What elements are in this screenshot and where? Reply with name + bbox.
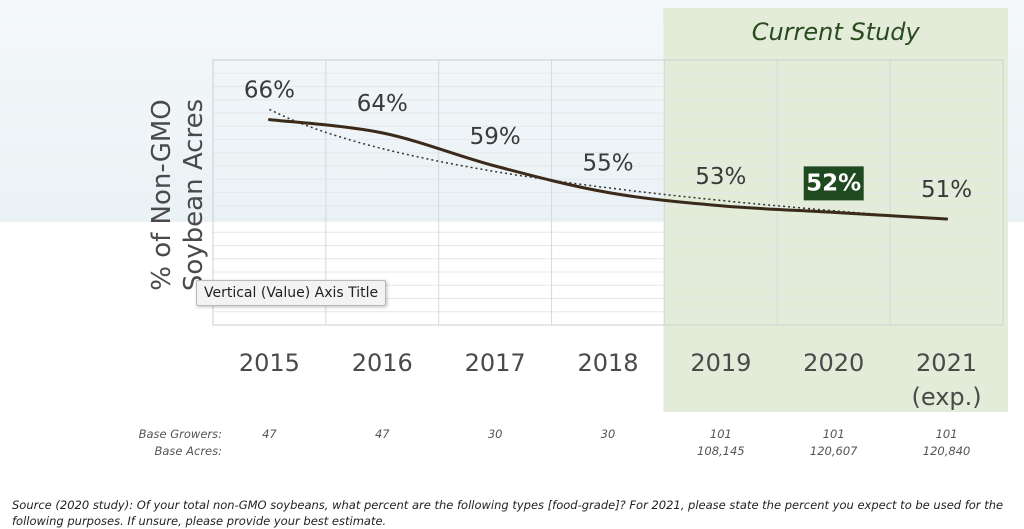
x-tick-label: 2017 xyxy=(465,349,526,377)
x-tick-label: 2016 xyxy=(352,349,413,377)
y-axis-title-line1: % of Non-GMO xyxy=(147,99,177,291)
data-label: 59% xyxy=(470,124,521,150)
base-rows: Base Growers: 47 47 30 30 101 101 101 Base Acres… xyxy=(139,427,971,458)
trend-line xyxy=(269,108,947,221)
base-row-value: 47 xyxy=(262,427,277,441)
x-tick-label: 2018 xyxy=(577,349,638,377)
base-row-value: 120,840 xyxy=(923,444,971,458)
x-axis-tick-labels: 2015 2016 2017 2018 2019 2020 2021 (exp.) xyxy=(239,349,982,411)
base-row-value: 101 xyxy=(936,427,958,441)
x-tick-label: 2021 xyxy=(916,349,977,377)
base-row-value: 101 xyxy=(823,427,845,441)
base-row-label: Base Acres: xyxy=(154,444,222,458)
data-labels: 66% 64% 59% 55% 53% 52% 51% xyxy=(244,78,972,203)
data-label: 64% xyxy=(357,91,408,117)
data-label: 55% xyxy=(582,151,633,177)
source-note: Source (2020 study): Of your total non-G… xyxy=(12,498,1004,528)
gridlines xyxy=(212,59,1004,326)
current-study-title: Current Study xyxy=(752,18,921,46)
base-row-value: 120,607 xyxy=(810,444,858,458)
base-row-label: Base Growers: xyxy=(139,427,222,441)
axis-title-tooltip: Vertical (Value) Axis Title xyxy=(196,280,387,306)
base-row-value: 30 xyxy=(488,427,503,441)
y-axis-title-line2: Soybean Acres xyxy=(179,99,209,291)
x-tick-label: 2019 xyxy=(690,349,751,377)
base-row-value: 108,145 xyxy=(697,444,745,458)
data-label-highlight-box xyxy=(803,166,864,201)
data-label: 52% xyxy=(806,170,861,196)
current-study-region xyxy=(663,8,1008,412)
data-label: 53% xyxy=(695,164,746,190)
base-row-value: 47 xyxy=(375,427,390,441)
base-row-value: 101 xyxy=(710,427,732,441)
x-tick-label: 2015 xyxy=(239,349,300,377)
x-tick-label-line2: (exp.) xyxy=(912,383,982,411)
plot-area-border xyxy=(212,59,1004,326)
data-label: 66% xyxy=(244,78,295,104)
x-tick-label: 2020 xyxy=(803,349,864,377)
base-row-value: 30 xyxy=(601,427,616,441)
series-line xyxy=(267,118,949,221)
data-label: 51% xyxy=(921,177,972,203)
